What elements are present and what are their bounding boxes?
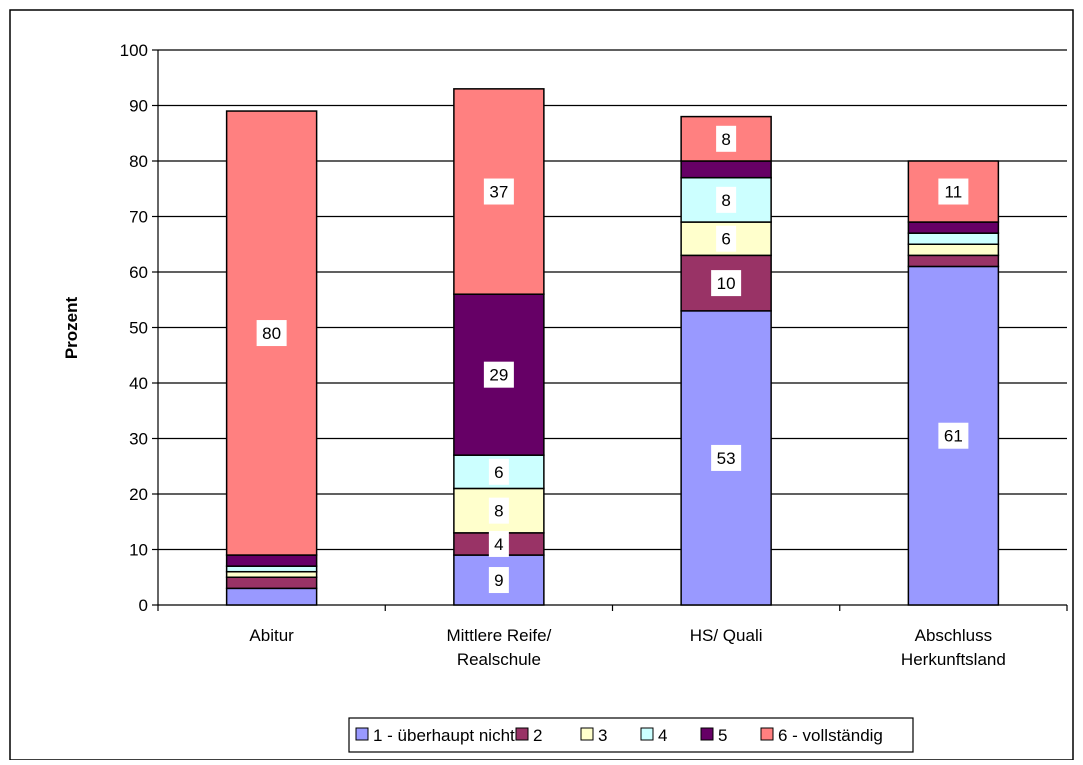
legend-label: 1 - überhaupt nicht	[373, 726, 515, 745]
legend-label: 4	[658, 726, 667, 745]
x-tick-label: Mittlere Reife/Realschule	[446, 626, 551, 669]
y-tick-label: 30	[129, 430, 148, 449]
bar-segment	[225, 576, 318, 590]
bar-segment	[225, 554, 318, 567]
data-label-box	[716, 225, 737, 252]
data-label-box	[711, 270, 742, 297]
y-tick-label: 20	[129, 485, 148, 504]
bar-segment	[907, 232, 1000, 245]
data-label: 10	[717, 274, 736, 293]
y-tick-label: 70	[129, 208, 148, 227]
data-label-box	[716, 186, 737, 213]
bar-segment	[907, 254, 1000, 268]
data-label-box	[938, 178, 969, 205]
data-label: 9	[494, 571, 503, 590]
legend-label: 5	[718, 726, 727, 745]
legend-swatch	[700, 727, 714, 741]
legend-swatch	[355, 727, 369, 741]
data-label: 11	[945, 183, 963, 202]
y-tick-label: 90	[129, 97, 148, 116]
y-axis-title: Prozent	[62, 296, 81, 359]
data-label: 8	[721, 191, 730, 210]
y-tick-label: 100	[120, 41, 148, 60]
data-label: 61	[944, 427, 963, 446]
data-label-box	[488, 567, 509, 594]
data-label: 80	[262, 324, 281, 343]
data-label-box	[488, 458, 509, 485]
data-label-box	[256, 320, 287, 347]
data-label-box	[488, 497, 509, 524]
data-label-box	[488, 530, 509, 557]
y-tick-label: 50	[129, 319, 148, 338]
bar-segment	[680, 160, 772, 179]
bars	[225, 88, 1000, 606]
x-tick-label: Abitur	[249, 626, 294, 645]
data-label: 6	[721, 230, 730, 249]
data-label: 4	[494, 535, 503, 554]
data-label: 53	[717, 449, 736, 468]
legend-box	[348, 717, 914, 753]
legend-swatch	[515, 727, 529, 741]
data-label-box	[483, 361, 514, 388]
y-tick-label: 80	[129, 152, 148, 171]
data-label: 8	[494, 502, 503, 521]
y-tick-label: 40	[129, 374, 148, 393]
data-label-box	[483, 178, 514, 205]
y-tick-label: 60	[129, 263, 148, 282]
bar-segment	[225, 570, 318, 579]
bar-segment	[225, 565, 318, 573]
y-tick-label: 10	[129, 541, 148, 560]
axes: 0 10 20 30 40 50 60 70 80 90 100 Abitur Mittlere Rei…	[120, 41, 1068, 669]
data-label: 6	[494, 463, 503, 482]
bar-segment	[907, 243, 1000, 257]
bar-segment	[907, 160, 1000, 223]
data-label: 29	[489, 366, 508, 385]
x-tick-label: Abschluss Herkunftsland	[901, 626, 1006, 669]
legend-label: 6 - vollständig	[778, 726, 883, 745]
bar-segment	[225, 587, 318, 606]
data-label-box	[938, 422, 969, 449]
legend: 1 - überhaupt nicht 2 3 4 5 6 - vollständig	[348, 717, 914, 753]
legend-label: 2	[533, 726, 542, 745]
data-label: 37	[489, 183, 508, 202]
legend-swatch	[640, 727, 654, 741]
data-label-box	[716, 125, 737, 152]
legend-swatch	[760, 727, 774, 741]
bar-segment	[907, 221, 1000, 234]
data-label-box	[711, 444, 742, 471]
y-tick-label: 0	[139, 596, 148, 615]
data-label: 8	[721, 130, 730, 149]
legend-swatch	[580, 727, 594, 741]
data-labels: 80 9 4 8 6 29 37 53 10 6 8 8 61 11	[256, 125, 969, 594]
legend-label: 3	[598, 726, 607, 745]
x-tick-label: HS/ Quali	[690, 626, 763, 645]
